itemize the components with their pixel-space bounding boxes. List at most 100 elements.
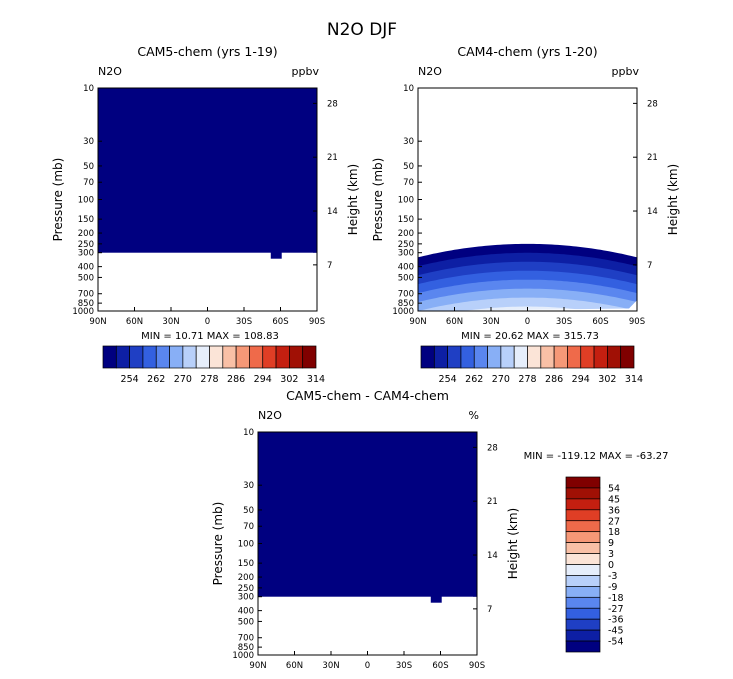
colorbar-swatch	[565, 618, 601, 631]
colorbar-label: -45	[608, 626, 624, 637]
height-tick-label: 21	[647, 153, 658, 163]
y-tick-label: 700	[238, 634, 254, 644]
colorbar-label: 0	[608, 560, 614, 571]
y-tick-label: 700	[398, 290, 414, 300]
colorbar-swatch	[513, 345, 528, 369]
stats-label: MIN = -119.12 MAX = -63.27	[524, 451, 669, 462]
colorbar-swatch	[500, 345, 515, 369]
x-tick-label: 0	[205, 317, 210, 327]
height-tick-label: 7	[647, 261, 652, 271]
units-label: ppbv	[612, 65, 640, 78]
colorbar-swatch	[222, 345, 237, 369]
y-tick-label: 70	[243, 522, 254, 532]
y-axis-label: Pressure (mb)	[371, 158, 385, 242]
colorbar-swatch	[565, 487, 601, 500]
colorbar-swatch	[289, 345, 304, 369]
y-tick-label: 1000	[232, 651, 254, 661]
colorbar-label: 45	[608, 494, 620, 505]
x-tick-label: 30N	[482, 317, 499, 327]
height-tick-label: 7	[327, 261, 332, 271]
height-tick-label: 28	[647, 99, 658, 109]
colorbar-label: -18	[608, 593, 624, 604]
colorbar-swatch	[565, 596, 601, 609]
field-region	[98, 88, 317, 253]
colorbar-swatch	[249, 345, 264, 369]
height-tick-label: 21	[487, 497, 498, 507]
colorbar-swatch	[565, 553, 601, 565]
x-tick-label: 90S	[469, 661, 485, 671]
variable-label: N2O	[258, 409, 282, 422]
colorbar-swatch	[487, 345, 502, 369]
colorbar-swatch	[565, 520, 601, 533]
y-tick-label: 30	[83, 137, 94, 147]
colorbar-swatch	[620, 345, 635, 369]
colorbar-label: 294	[254, 374, 272, 385]
colorbar-swatch	[262, 345, 277, 369]
y-tick-label: 200	[398, 229, 414, 239]
x-tick-label: 30N	[322, 661, 339, 671]
colorbar-label: 294	[572, 374, 590, 385]
y-tick-label: 150	[398, 215, 414, 225]
x-tick-label: 60S	[432, 661, 448, 671]
colorbar-swatch	[565, 629, 601, 642]
height-tick-label: 7	[487, 605, 492, 615]
y-tick-label: 30	[243, 481, 254, 491]
y-tick-label: 100	[78, 196, 94, 206]
y-tick-label: 200	[238, 573, 254, 583]
colorbar-swatch	[540, 345, 555, 369]
colorbar-swatch	[565, 476, 601, 489]
y-tick-label: 850	[78, 299, 94, 309]
x-tick-label: 60S	[272, 317, 288, 327]
colorbar-swatch	[460, 345, 475, 369]
x-tick-label: 30S	[236, 317, 252, 327]
y-tick-label: 200	[78, 229, 94, 239]
y-tick-label: 100	[238, 540, 254, 550]
colorbar-swatch	[235, 345, 250, 369]
x-tick-label: 60S	[592, 317, 608, 327]
contour-band	[418, 297, 637, 311]
colorbar-swatch	[580, 345, 595, 369]
y-tick-label: 10	[83, 84, 94, 94]
colorbar-swatch	[565, 531, 601, 543]
height-tick-label: 14	[487, 551, 498, 561]
height-tick-label: 28	[327, 99, 338, 109]
y-tick-label: 10	[243, 428, 254, 438]
units-label: ppbv	[292, 65, 320, 78]
colorbar-label: -54	[608, 637, 624, 648]
colorbar-swatch	[115, 345, 130, 369]
panel-cam4: CAM4-chem (yrs 1-20)N2O ppbv1030507010015…	[371, 44, 680, 385]
field-blob	[430, 595, 442, 603]
x-tick-label: 60N	[286, 661, 303, 671]
colorbar-swatch	[565, 575, 601, 587]
panel-cam5: CAM5-chem (yrs 1-19)N2O ppbv1030507010015…	[51, 44, 360, 385]
y-tick-label: 400	[398, 263, 414, 273]
colorbar-swatch	[420, 345, 435, 369]
y-tick-label: 400	[238, 607, 254, 617]
x-tick-label: 90S	[629, 317, 645, 327]
colorbar-swatch	[553, 345, 568, 369]
panel-title: CAM4-chem (yrs 1-20)	[457, 44, 597, 59]
y-tick-label: 300	[238, 593, 254, 603]
y-tick-label: 70	[403, 178, 414, 188]
height-tick-label: 14	[647, 207, 658, 217]
y-tick-label: 850	[398, 299, 414, 309]
y-tick-label: 500	[398, 273, 414, 283]
y-tick-label: 1000	[392, 307, 414, 317]
colorbar-swatch	[195, 345, 210, 369]
x-tick-label: 30S	[396, 661, 412, 671]
field-region	[258, 432, 477, 597]
colorbar-swatch	[209, 345, 224, 369]
x-tick-label: 0	[365, 661, 370, 671]
figure-title: N2O DJF	[327, 20, 397, 40]
colorbar-swatch	[473, 345, 488, 369]
y-tick-label: 150	[238, 559, 254, 569]
colorbar-label: 302	[280, 374, 298, 385]
colorbar-label: 262	[465, 374, 483, 385]
colorbar-swatch	[607, 345, 622, 369]
y-tick-label: 30	[403, 137, 414, 147]
colorbar-swatch	[565, 586, 601, 598]
colorbar-swatch	[565, 542, 601, 554]
y-tick-label: 700	[78, 290, 94, 300]
